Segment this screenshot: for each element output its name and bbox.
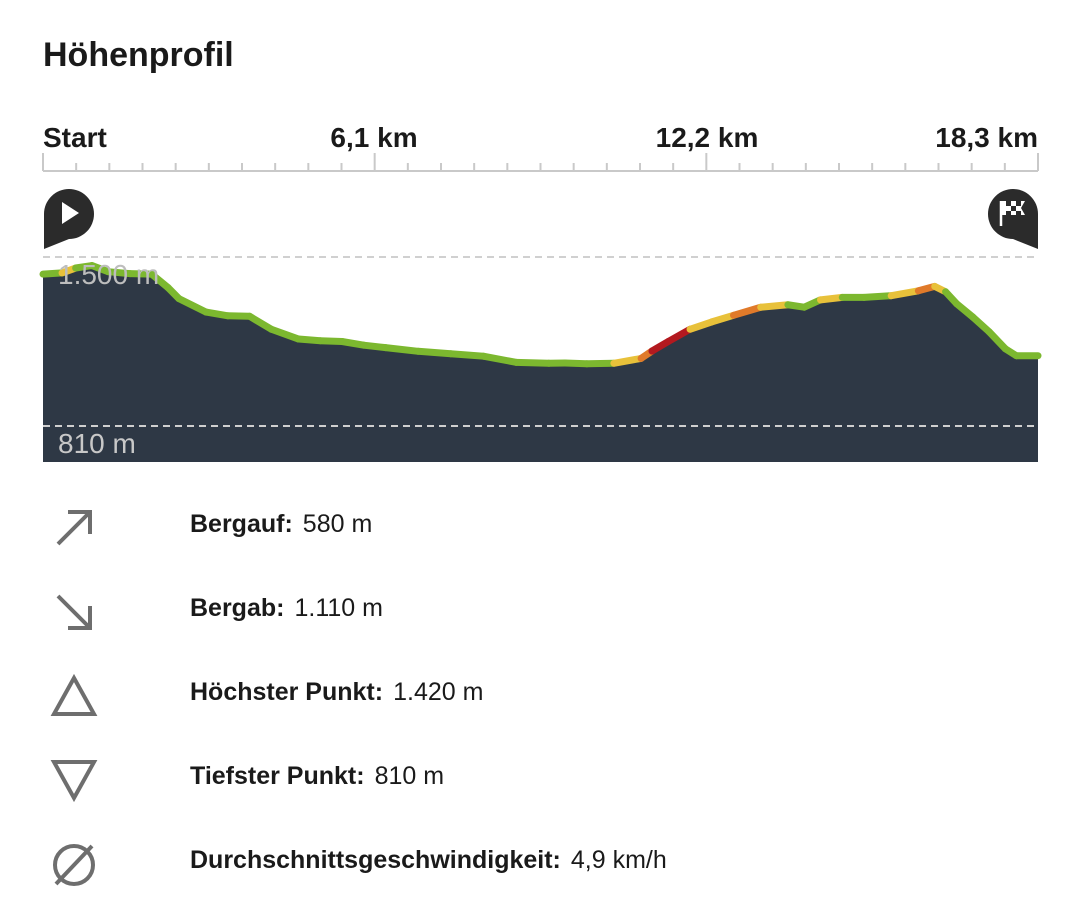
profile-segment-flat xyxy=(952,300,977,321)
downhill-arrow-icon xyxy=(56,594,92,630)
profile-segment-flat xyxy=(969,313,993,336)
stat-row-average-speed: Durchschnittsgeschwindigkeit: 4,9 km/h xyxy=(0,826,1080,910)
distance-label-18km: 18,3 km xyxy=(935,122,1038,153)
profile-segment-moderate xyxy=(708,311,738,326)
elevation-profile-chart[interactable]: 1.500 m 810 m xyxy=(0,250,1080,465)
downhill-label: Bergab: xyxy=(190,594,285,622)
page-title: Höhenprofil xyxy=(43,36,234,74)
average-speed-label: Durchschnittsgeschwindigkeit: xyxy=(190,846,561,874)
profile-segment-flat xyxy=(295,335,324,345)
uphill-label: Bergauf: xyxy=(190,510,293,538)
profile-segment-flat xyxy=(148,270,172,292)
profile-segment-flat xyxy=(338,338,368,349)
profile-segment-flat xyxy=(414,347,455,358)
profile-segment-very_steep xyxy=(664,325,694,345)
average-speed-icon xyxy=(53,844,95,886)
profile-segment-flat xyxy=(246,312,275,333)
profile-segment-flat xyxy=(175,295,210,316)
profile-segment-moderate xyxy=(757,301,792,311)
profile-segment-moderate xyxy=(817,293,846,304)
finish-flag-icon[interactable] xyxy=(987,188,1039,250)
profile-segment-flat xyxy=(360,341,390,352)
distance-label-6km: 6,1 km xyxy=(330,122,418,153)
stat-row-downhill: Bergab: 1.110 m xyxy=(0,574,1080,658)
stat-row-highest: Höchster Punkt: 1.420 m xyxy=(0,658,1080,742)
profile-segment-flat xyxy=(382,344,422,355)
lowest-value: 810 m xyxy=(374,762,445,790)
profile-segment-moderate xyxy=(887,287,922,300)
profile-segment-flat xyxy=(447,350,487,360)
profile-segment-flat xyxy=(104,268,134,278)
profile-segment-flat xyxy=(479,352,520,366)
lowest-label: Tiefster Punkt: xyxy=(190,762,365,790)
downhill-value: 1.110 m xyxy=(294,594,383,622)
profile-segment-flat xyxy=(202,308,232,320)
profile-segment-flat xyxy=(860,292,895,301)
start-marker-icon[interactable] xyxy=(43,188,95,250)
stat-row-lowest: Tiefster Punkt: 810 m xyxy=(0,742,1080,826)
profile-segment-moderate xyxy=(610,354,645,367)
profile-segment-steep xyxy=(730,303,765,319)
highest-value: 1.420 m xyxy=(393,678,484,706)
profile-segment-flat xyxy=(316,337,346,345)
distance-label-12km: 12,2 km xyxy=(655,122,759,153)
distance-label-start: Start xyxy=(43,122,107,153)
y-label-max: 1.500 m xyxy=(58,259,159,290)
stat-row-uphill: Bergauf: 580 m xyxy=(0,490,1080,574)
profile-segment-moderate xyxy=(686,318,716,333)
uphill-value: 580 m xyxy=(302,510,373,538)
profile-segment-flat xyxy=(985,328,1009,353)
lowest-point-triangle-icon xyxy=(50,760,98,803)
average-speed-value: 4,9 km/h xyxy=(570,846,667,874)
profile-segment-flat xyxy=(561,359,591,368)
distance-ruler xyxy=(42,153,1039,172)
profile-segment-flat xyxy=(512,358,553,367)
highest-point-triangle-icon xyxy=(50,673,98,716)
highest-label: Höchster Punkt: xyxy=(190,678,384,706)
uphill-arrow-icon xyxy=(56,510,92,546)
profile-segment-flat xyxy=(267,325,303,343)
y-label-min: 810 m xyxy=(58,428,136,459)
